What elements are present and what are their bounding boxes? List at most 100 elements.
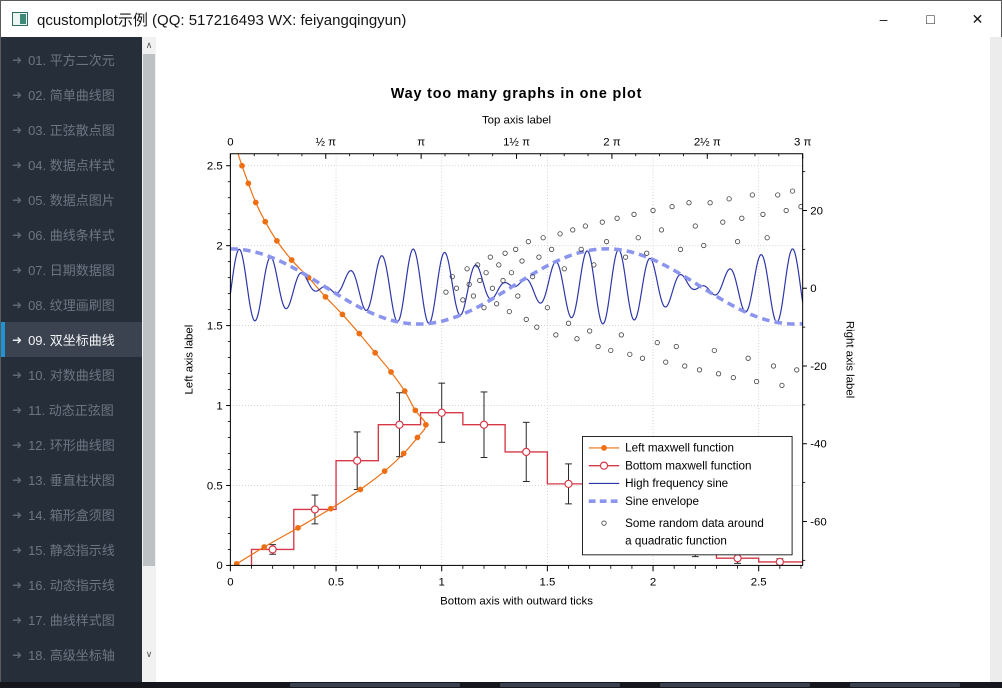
legend-entry-label: a quadratic function <box>625 535 727 548</box>
data-point-dot <box>381 468 388 474</box>
scatter-point <box>720 219 726 225</box>
scatter-point <box>618 332 624 338</box>
sidebar-item-label: 15. 静态指示线 <box>28 543 115 558</box>
maximize-button[interactable]: □ <box>926 11 935 27</box>
sidebar-item-label: 09. 双坐标曲线 <box>28 333 115 348</box>
sidebar-item-11[interactable]: ➜ 11. 动态正弦图 <box>1 392 142 427</box>
sidebar-item-09[interactable]: ➜ 09. 双坐标曲线 <box>1 322 142 357</box>
sidebar-item-03[interactable]: ➜ 03. 正弦散点图 <box>1 112 142 147</box>
scatter-point <box>502 250 508 256</box>
data-point-dot <box>388 369 394 375</box>
top-tick-label: 0 <box>227 136 233 148</box>
sidebar-item-10[interactable]: ➜ 10. 对数曲线图 <box>1 357 142 392</box>
scatter-point <box>745 355 751 361</box>
data-point-dot <box>288 257 295 263</box>
sidebar-item-02[interactable]: ➜ 02. 简单曲线图 <box>1 77 142 112</box>
scatter-point <box>603 238 610 245</box>
left-tick-label: 1 <box>216 400 222 412</box>
scatter-point <box>599 219 605 225</box>
right-tick-label: 20 <box>810 205 823 217</box>
legend-entry-label: High frequency sine <box>625 477 728 490</box>
left-tick-label: 0.5 <box>207 480 223 492</box>
arrow-icon: ➜ <box>12 367 23 382</box>
scatter-point <box>779 382 785 389</box>
sidebar-item-label: 14. 箱形盒须图 <box>28 508 115 523</box>
data-point-circle <box>268 545 277 554</box>
scatter-point <box>753 378 760 385</box>
scatter-point <box>658 227 665 233</box>
scatter-point <box>487 254 493 260</box>
plot-canvas[interactable]: 0 ½ π π 1½ π 2 π 2½ π 3 π 0 0.5 1 1.5 2 2.5 0 0.5 1 1.5 2… <box>156 37 1002 683</box>
sidebar-scrollbar[interactable]: ∧ ∨ <box>142 37 156 683</box>
top-tick-label: 2 π <box>603 136 621 148</box>
plot-title: Way too many graphs in one plot <box>391 86 642 102</box>
main-content: 0 ½ π π 1½ π 2 π 2½ π 3 π 0 0.5 1 1.5 2 2.5 0 0.5 1 1.5 2… <box>156 37 1002 683</box>
sidebar-item-12[interactable]: ➜ 12. 环形曲线图 <box>1 427 142 462</box>
sidebar-item-15[interactable]: ➜ 15. 静态指示线 <box>1 532 142 567</box>
bottom-tick-label: 0.5 <box>328 577 344 589</box>
scatter-point <box>783 207 789 214</box>
bottom-tick-label: 1.5 <box>539 577 555 589</box>
data-point-circle <box>479 420 489 429</box>
scatter-point <box>627 351 633 357</box>
left-tick-label: 2.5 <box>207 161 223 173</box>
scatter-point <box>525 238 531 245</box>
sidebar-item-07[interactable]: ➜ 07. 日期数据图 <box>1 252 142 287</box>
scatter-point <box>775 192 781 198</box>
scatter-point <box>701 242 707 249</box>
data-point-dot <box>261 544 268 550</box>
legend-entry-label: Sine envelope <box>625 495 699 508</box>
scatter-point <box>669 203 675 210</box>
data-point-dot <box>239 162 245 169</box>
scroll-down-icon[interactable]: ∨ <box>142 646 156 663</box>
scatter-point <box>692 223 698 229</box>
scatter-point <box>677 246 684 252</box>
data-point-circle <box>564 479 573 489</box>
arrow-icon: ➜ <box>12 577 23 592</box>
scatter-point <box>682 363 688 369</box>
bottom-tick-label: 0 <box>227 577 233 589</box>
scatter-point <box>548 246 555 252</box>
data-point-dot <box>245 180 252 187</box>
sidebar-item-16[interactable]: ➜ 16. 动态指示线 <box>1 567 142 602</box>
sidebar-item-label: 07. 日期数据图 <box>28 263 115 278</box>
sidebar-item-18[interactable]: ➜ 18. 高级坐标轴 <box>1 637 142 672</box>
data-point-dot <box>372 349 379 356</box>
scrollbar-thumb[interactable] <box>143 54 155 566</box>
minimize-button[interactable]: – <box>879 11 888 27</box>
data-point-circle <box>522 447 531 457</box>
data-point-dot <box>356 330 363 337</box>
sidebar-item-05[interactable]: ➜ 05. 数据点图片 <box>1 182 142 217</box>
sidebar-item-01[interactable]: ➜ 01. 平方二次元 <box>1 42 142 77</box>
scroll-up-icon[interactable]: ∧ <box>142 37 156 54</box>
sidebar-item-17[interactable]: ➜ 17. 曲线样式图 <box>1 602 142 637</box>
right-tick-label: -40 <box>810 439 827 451</box>
right-axis-label: Right axis label <box>844 321 856 398</box>
data-point-dot <box>262 218 269 225</box>
sidebar-item-13[interactable]: ➜ 13. 垂直柱状图 <box>1 462 142 497</box>
scatter-point <box>536 254 542 260</box>
scatter-point <box>696 367 703 373</box>
close-button[interactable]: ✕ <box>971 10 984 27</box>
scatter-point <box>519 258 525 264</box>
sidebar-item-14[interactable]: ➜ 14. 箱形盒须图 <box>1 497 142 532</box>
sidebar-item-label: 06. 曲线条样式 <box>28 228 115 243</box>
data-point-dot <box>274 237 280 244</box>
scatter-point <box>770 363 777 369</box>
sidebar-item-label: 03. 正弦散点图 <box>28 123 115 138</box>
data-point-dot <box>233 560 240 566</box>
sidebar-item-06[interactable]: ➜ 06. 曲线条样式 <box>1 217 142 252</box>
sidebar-item-04[interactable]: ➜ 04. 数据点样式 <box>1 147 142 182</box>
scatter-point <box>500 277 506 284</box>
data-point-circle <box>353 456 362 465</box>
right-tick-label: -20 <box>810 361 827 373</box>
scatter-point <box>529 273 536 280</box>
data-point-dot <box>252 199 259 206</box>
scatter-point <box>582 223 589 229</box>
scatter-point <box>574 336 580 342</box>
scatter-point <box>591 262 597 268</box>
sidebar-item-08[interactable]: ➜ 08. 纹理画刷图 <box>1 287 142 322</box>
data-point-dot <box>400 450 407 457</box>
scatter-point <box>631 211 637 218</box>
arrow-icon: ➜ <box>12 612 23 627</box>
